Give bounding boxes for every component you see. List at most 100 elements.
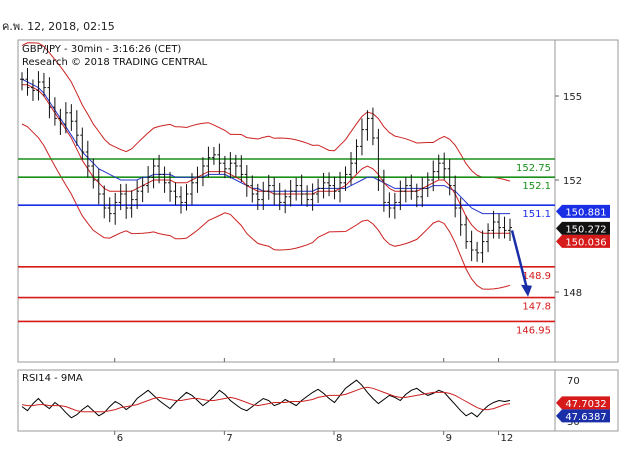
level-label-0: 152.75 xyxy=(516,163,551,174)
price-bar xyxy=(63,102,68,134)
x-tick-label-1: 7 xyxy=(226,433,232,444)
level-label-5: 146.95 xyxy=(516,325,551,336)
x-tick-label-2: 8 xyxy=(336,433,342,444)
price-bar xyxy=(69,104,74,131)
rsi-line-0 xyxy=(21,379,511,419)
main-plot-frame xyxy=(17,39,556,363)
price-bar xyxy=(387,192,392,218)
chart-subtitle: Research © 2018 TRADING CENTRAL xyxy=(22,57,208,68)
price-tag-label: 150.881 xyxy=(565,207,606,218)
forecast-arrow-head xyxy=(521,284,532,297)
price-bar xyxy=(458,197,463,236)
price-bar xyxy=(447,159,452,196)
price-bar xyxy=(228,152,233,179)
level-label-1: 152.1 xyxy=(522,181,551,192)
price-bar xyxy=(173,182,178,205)
price-bar xyxy=(239,155,244,183)
price-bar xyxy=(431,160,436,192)
price-bar xyxy=(409,174,414,200)
price-bar xyxy=(244,165,249,197)
price-bar xyxy=(497,213,502,239)
price-tag-0: 150.881 xyxy=(556,204,610,218)
main-price-panel: 152.75 152.1 151.1 148.9 147.8 146.95 GBP/JPY … xyxy=(17,39,619,363)
price-bar xyxy=(217,143,222,175)
price-bar xyxy=(206,146,211,178)
price-bar xyxy=(52,97,57,126)
price-bar xyxy=(310,183,315,211)
price-bar xyxy=(261,181,266,210)
date-stamp: ค.พ. 12, 2018, 02:15 xyxy=(2,20,115,33)
forecast-arrow-shaft xyxy=(510,230,529,290)
price-bar xyxy=(354,139,359,174)
price-bar xyxy=(189,173,194,205)
price-bar xyxy=(250,175,255,203)
price-bar xyxy=(442,152,447,180)
price-bar xyxy=(266,174,271,200)
price-tag-bg xyxy=(556,221,610,235)
price-tag-2: 150.036 xyxy=(556,234,610,248)
price-bar xyxy=(157,154,162,184)
price-tag-label: 150.272 xyxy=(565,224,606,235)
price-bar xyxy=(179,186,184,214)
price-bar xyxy=(184,184,189,211)
price-bar xyxy=(338,171,343,203)
rsi-tag-bg xyxy=(556,396,610,410)
price-bar xyxy=(294,177,299,201)
price-bar xyxy=(195,166,200,193)
price-bar xyxy=(436,154,441,180)
price-bar xyxy=(343,166,348,191)
price-bar xyxy=(283,189,288,214)
price-bar xyxy=(146,166,151,193)
price-bar xyxy=(398,180,403,211)
price-bar xyxy=(508,218,512,242)
rsi-tag-bg xyxy=(556,409,610,423)
price-bar xyxy=(348,152,353,186)
price-bar xyxy=(222,155,227,179)
price-bar xyxy=(272,177,277,206)
price-bar xyxy=(277,182,282,211)
price-bar xyxy=(469,230,474,262)
bollinger-lower-band xyxy=(21,123,511,290)
x-tick-label-3: 9 xyxy=(446,433,452,444)
price-tick-label-2: 155 xyxy=(563,92,582,103)
price-bar xyxy=(403,177,408,203)
level-label-4: 147.8 xyxy=(522,302,551,313)
price-bar xyxy=(288,180,293,207)
price-bar xyxy=(211,147,216,165)
price-bar xyxy=(140,177,145,203)
price-bar xyxy=(30,79,35,101)
chart-svg: 152.75 152.1 151.1 148.9 147.8 146.95 GBP/JPY … xyxy=(17,39,619,444)
rsi-line-1 xyxy=(21,386,511,413)
rsi-tag-1: 47.6387 xyxy=(556,409,610,423)
price-bar xyxy=(327,172,332,197)
price-bar xyxy=(58,108,63,135)
price-bar xyxy=(91,158,96,189)
price-tick-label-1: 152 xyxy=(563,176,582,187)
level-label-3: 148.9 xyxy=(522,271,551,282)
rsi-title: RSI14 - 9MA xyxy=(22,373,83,384)
price-bar xyxy=(332,176,337,200)
price-bar xyxy=(102,185,107,219)
price-bar xyxy=(124,183,129,219)
price-bar xyxy=(425,172,430,197)
price-bar xyxy=(502,216,507,239)
moving-average-1 xyxy=(22,84,510,234)
price-bar xyxy=(420,177,425,208)
price-bar xyxy=(80,127,85,160)
price-bar xyxy=(321,172,326,199)
rsi-tag-label: 47.7032 xyxy=(565,399,606,410)
chart-title: GBP/JPY - 30min - 3:16:26 (CET) xyxy=(22,44,181,55)
price-bar xyxy=(453,175,458,218)
rsi-tag-0: 47.7032 xyxy=(556,396,610,410)
price-tag-label: 150.036 xyxy=(565,237,606,248)
price-bar xyxy=(414,183,419,208)
price-bar xyxy=(107,197,112,223)
price-tag-1: 150.272 xyxy=(556,221,610,235)
price-bar xyxy=(486,223,491,253)
price-bar xyxy=(233,154,238,177)
price-bar xyxy=(118,183,123,211)
price-bar xyxy=(475,241,480,262)
bollinger-upper-band xyxy=(21,42,511,182)
x-tick-label-4: 12 xyxy=(501,433,514,444)
